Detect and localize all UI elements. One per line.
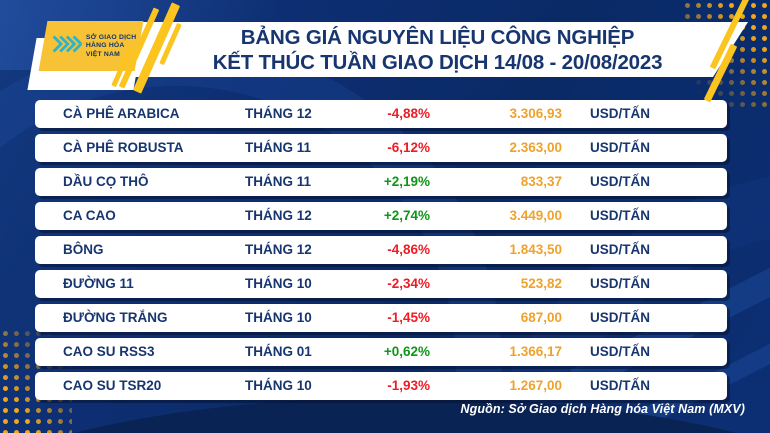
commodity-name: ĐƯỜNG TRẮNG <box>63 310 168 325</box>
table-row: DẦU CỌ THÔ THÁNG 11 +2,19% 833,37 USD/TẤ… <box>35 168 727 196</box>
contract-month: THÁNG 10 <box>245 310 312 325</box>
table-row: CA CAO THÁNG 12 +2,74% 3.449,00 USD/TẤN <box>35 202 727 230</box>
contract-month: THÁNG 11 <box>245 174 312 189</box>
percent-change: -6,12% <box>387 140 430 155</box>
percent-change: -4,86% <box>387 242 430 257</box>
commodity-name: CAO SU RSS3 <box>63 344 155 359</box>
price-unit: USD/TẤN <box>590 276 650 291</box>
price-unit: USD/TẤN <box>590 310 650 325</box>
percent-change: +2,19% <box>383 174 430 189</box>
price-value: 1.843,50 <box>509 242 562 257</box>
price-unit: USD/TẤN <box>590 208 650 223</box>
contract-month: THÁNG 11 <box>245 140 312 155</box>
price-value: 687,00 <box>520 310 562 325</box>
contract-month: THÁNG 01 <box>245 344 312 359</box>
price-value: 2.363,00 <box>509 140 562 155</box>
commodity-name: ĐƯỜNG 11 <box>63 276 134 291</box>
table-row: ĐƯỜNG TRẮNG THÁNG 10 -1,45% 687,00 USD/T… <box>35 304 727 332</box>
price-unit: USD/TẤN <box>590 242 650 257</box>
mxv-chevrons-icon <box>52 33 84 60</box>
contract-month: THÁNG 12 <box>245 106 312 121</box>
percent-change: +0,62% <box>383 344 430 359</box>
source-credit: Nguồn: Sở Giao dịch Hàng hóa Việt Nam (M… <box>460 402 745 416</box>
price-unit: USD/TẤN <box>590 378 650 393</box>
price-value: 3.449,00 <box>509 208 562 223</box>
price-value: 3.306,93 <box>509 106 562 121</box>
mxv-logo: SỞ GIAO DỊCH HÀNG HÓA VIỆT NAM <box>38 21 144 71</box>
price-unit: USD/TẤN <box>590 106 650 121</box>
price-unit: USD/TẤN <box>590 174 650 189</box>
table-row: CAO SU TSR20 THÁNG 10 -1,93% 1.267,00 US… <box>35 372 727 400</box>
commodity-name: CÀ PHÊ ROBUSTA <box>63 140 184 155</box>
percent-change: -2,34% <box>387 276 430 291</box>
table-row: BÔNG THÁNG 12 -4,86% 1.843,50 USD/TẤN <box>35 236 727 264</box>
contract-month: THÁNG 10 <box>245 378 312 393</box>
commodity-name: BÔNG <box>63 242 104 257</box>
contract-month: THÁNG 12 <box>245 242 312 257</box>
page-title: BẢNG GIÁ NGUYÊN LIỆU CÔNG NGHIỆP KẾT THÚ… <box>160 22 715 77</box>
commodity-name: CA CAO <box>63 208 116 223</box>
commodity-name: DẦU CỌ THÔ <box>63 174 149 189</box>
percent-change: -4,88% <box>387 106 430 121</box>
price-value: 1.267,00 <box>509 378 562 393</box>
commodity-name: CÀ PHÊ ARABICA <box>63 106 180 121</box>
contract-month: THÁNG 10 <box>245 276 312 291</box>
percent-change: -1,93% <box>387 378 430 393</box>
table-row: CAO SU RSS3 THÁNG 01 +0,62% 1.366,17 USD… <box>35 338 727 366</box>
table-row: CÀ PHÊ ROBUSTA THÁNG 11 -6,12% 2.363,00 … <box>35 134 727 162</box>
commodity-name: CAO SU TSR20 <box>63 378 162 393</box>
percent-change: -1,45% <box>387 310 430 325</box>
title-banner <box>103 22 748 77</box>
price-value: 833,37 <box>520 174 562 189</box>
contract-month: THÁNG 12 <box>245 208 312 223</box>
title-line-1: BẢNG GIÁ NGUYÊN LIỆU CÔNG NGHIỆP <box>240 25 635 49</box>
price-unit: USD/TẤN <box>590 344 650 359</box>
price-value: 523,82 <box>520 276 562 291</box>
price-value: 1.366,17 <box>509 344 562 359</box>
table-row: CÀ PHÊ ARABICA THÁNG 12 -4,88% 3.306,93 … <box>35 100 727 128</box>
table-row: ĐƯỜNG 11 THÁNG 10 -2,34% 523,82 USD/TẤN <box>35 270 727 298</box>
price-unit: USD/TẤN <box>590 140 650 155</box>
title-line-2: KẾT THÚC TUẦN GIAO DỊCH 14/08 - 20/08/20… <box>212 50 663 74</box>
percent-change: +2,74% <box>383 208 430 223</box>
